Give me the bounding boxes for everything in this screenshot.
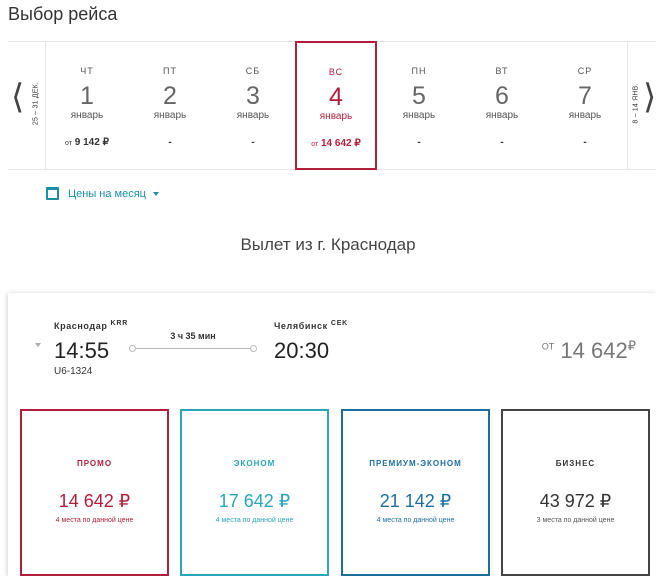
fare-seats: 4 места по данной цене [55,517,134,524]
divider [45,42,46,169]
day-month: январь [153,110,187,121]
month-prices-label: Цены на месяц [68,187,146,200]
day-price-value: - [168,137,172,148]
route-start-dot [129,345,136,352]
day-price: - [461,137,543,148]
day-price-value: 14 642 ₽ [321,138,361,149]
day-month: январь [319,111,353,122]
route-line [129,345,257,352]
day-month: январь [485,110,519,121]
departure-time: 14:55 [54,338,110,363]
origin-code: KRR [110,320,129,327]
calendar-icon [46,187,59,200]
day-month: январь [402,110,436,121]
day-number: 6 [495,82,509,110]
date-day-7[interactable]: СР 7 январь - [544,42,626,171]
day-month: январь [568,110,602,121]
day-weekday: ЧТ [80,66,94,76]
flight-duration: 3 ч 35 мин [170,331,216,341]
prev-week-arrow-icon[interactable]: ⟨ [11,77,25,117]
page-title: Выбор рейса [8,4,118,24]
flight-number: U6-1324 [54,366,93,377]
next-week-range[interactable]: 8 – 14 ЯНВ. [632,83,640,124]
day-price: - [129,137,211,148]
next-week-arrow-icon[interactable]: ⟩ [643,77,656,117]
day-price-value: - [251,137,255,148]
day-price-prefix: от [65,140,72,147]
day-number: 2 [163,82,177,110]
min-price-value: 14 642 [560,338,628,363]
origin-city: Краснодар KRR [54,320,128,331]
fare-name: ПРЕМИУМ-ЭКОНОМ [369,459,462,468]
arrival-time: 20:30 [274,338,330,363]
min-price-prefix: ОТ [541,341,555,352]
fare-price: 14 642 ₽ [58,491,131,511]
fare-promo[interactable]: ПРОМО 14 642 ₽ 4 места по данной цене [20,409,169,576]
fare-name: ПРОМО [76,459,113,468]
min-price: ОТ 14 642₽ [508,338,636,364]
expand-details-icon[interactable] [35,343,41,347]
date-day-1[interactable]: ЧТ 1 январь от 9 142 ₽ [46,42,128,171]
destination-city: Челябинск CEK [274,320,348,331]
prev-week-range[interactable]: 25 – 31 ДЕК. [32,81,40,126]
day-number: 4 [329,83,343,111]
fare-price: 21 142 ₽ [379,491,452,511]
date-day-2[interactable]: ПТ 2 январь - [129,42,211,171]
fare-premium-econom[interactable]: ПРЕМИУМ-ЭКОНОМ 21 142 ₽ 4 места по данно… [341,409,490,576]
day-number: 5 [412,82,426,110]
fare-seats: 4 места по данной цене [215,517,294,524]
origin-city-name: Краснодар [54,321,108,331]
day-month: январь [236,110,270,121]
day-weekday: СР [577,66,593,76]
day-price-value: - [583,137,587,148]
day-number: 7 [578,82,592,110]
day-weekday: ПТ [163,66,177,76]
day-weekday: ВС [328,67,344,77]
day-price: - [378,137,460,148]
day-weekday: СБ [245,66,261,76]
day-number: 1 [80,82,94,110]
date-day-4-selected[interactable]: ВС 4 январь от 14 642 ₽ [295,41,377,170]
fare-business[interactable]: БИЗНЕС 43 972 ₽ 3 места по данной цене [501,409,650,576]
fare-name: БИЗНЕС [555,459,596,468]
day-price: - [544,137,626,148]
flight-card: Краснодар KRR Челябинск CEK 14:55 3 ч 35… [8,293,656,576]
fare-name: ЭКОНОМ [233,459,276,468]
day-price: от 9 142 ₽ [46,137,128,148]
date-day-6[interactable]: ВТ 6 январь - [461,42,543,171]
departure-title: Вылет из г. Краснодар [240,235,416,254]
day-price-value: 9 142 ₽ [74,137,109,148]
date-day-3[interactable]: СБ 3 январь - [212,42,294,171]
day-price: от 14 642 ₽ [297,138,375,149]
destination-code: CEK [330,320,349,327]
date-strip: ⟨ 25 – 31 ДЕК. ЧТ 1 январь от 9 142 ₽ ПТ… [8,41,656,170]
destination-city-name: Челябинск [274,321,328,331]
divider [627,42,628,169]
fare-seats: 4 места по данной цене [376,517,455,524]
route-end-dot [250,345,257,352]
day-month: январь [70,110,104,121]
day-number: 3 [246,82,260,110]
date-day-5[interactable]: ПН 5 январь - [378,42,460,171]
fare-econom[interactable]: ЭКОНОМ 17 642 ₽ 4 места по данной цене [180,409,329,576]
caret-down-icon [152,191,159,196]
fare-price: 43 972 ₽ [539,491,612,511]
fare-price: 17 642 ₽ [218,491,291,511]
day-weekday: ПН [411,66,427,76]
min-price-currency: ₽ [627,338,636,353]
day-price-value: - [500,137,504,148]
fare-seats: 3 места по данной цене [536,517,615,524]
day-price-prefix: от [311,141,319,148]
day-weekday: ВТ [495,66,509,76]
month-prices-button[interactable]: Цены на месяц [46,187,159,200]
day-price: - [212,137,294,148]
day-price-value: - [417,137,421,148]
